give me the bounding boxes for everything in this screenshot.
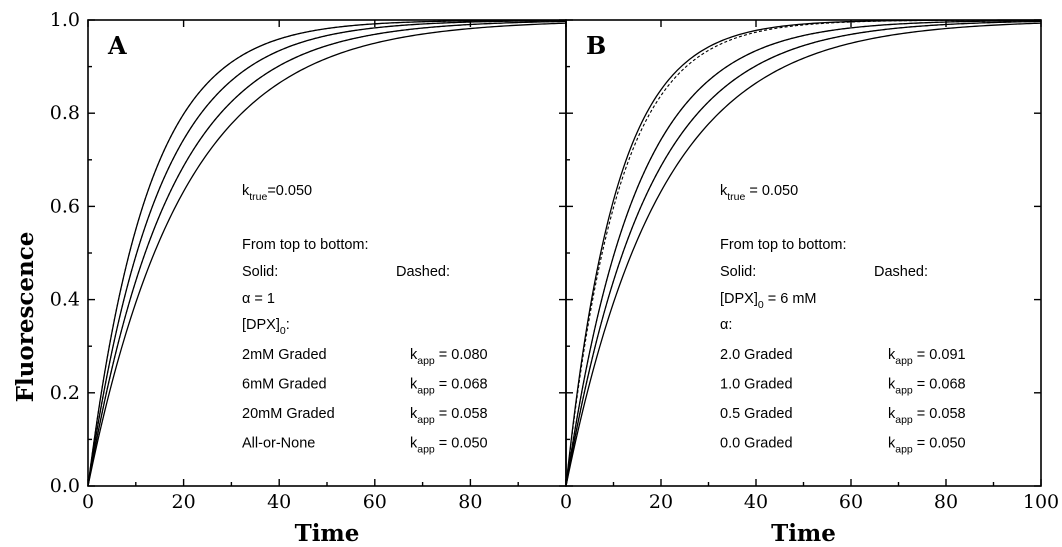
series-solid-line-6 xyxy=(87,22,567,487)
solid-label: Solid: xyxy=(720,264,756,280)
k-app-value: kapp = 0.068 xyxy=(410,377,488,397)
row-label: 20mM Graded xyxy=(242,406,335,422)
x-axis-title: Time xyxy=(771,520,836,547)
row-label: 1.0 Graded xyxy=(720,377,793,393)
x-tick-label: 0 xyxy=(82,491,94,513)
k-true-label: ktrue = 0.050 xyxy=(720,183,798,203)
panel-letter: B xyxy=(586,31,606,60)
k-app-value: kapp = 0.050 xyxy=(888,436,966,456)
solid-label: Solid: xyxy=(242,264,278,280)
series-solid-line-2 xyxy=(565,19,1042,487)
series-dashed-line-3 xyxy=(87,19,567,487)
x-tick-label: 60 xyxy=(363,491,387,513)
series-dashed-line-1 xyxy=(87,19,566,487)
annotation-heading: From top to bottom: xyxy=(242,237,369,253)
plot-frame xyxy=(565,19,1042,487)
row-label: All-or-None xyxy=(242,436,315,452)
dashed-label: Dashed: xyxy=(874,264,928,280)
y-axis-title: Fluorescence xyxy=(12,232,39,403)
parameter-line-2: α: xyxy=(720,317,732,333)
x-tick-label: 40 xyxy=(744,491,768,513)
row-label: 2.0 Graded xyxy=(720,347,793,363)
x-tick-label: 20 xyxy=(172,491,196,513)
series-dashed-line-5 xyxy=(87,20,567,487)
series-dashed-line-3 xyxy=(565,19,1042,487)
x-axis-title: Time xyxy=(295,520,360,547)
annotation-heading: From top to bottom: xyxy=(720,237,847,253)
x-tick-label: 0 xyxy=(560,491,572,513)
k-true-label: ktrue=0.050 xyxy=(242,183,312,203)
x-tick-label: 80 xyxy=(458,491,482,513)
parameter-line: [DPX]0 = 6 mM xyxy=(720,291,817,311)
y-tick-label: 0.0 xyxy=(50,475,80,497)
x-tick-label: 80 xyxy=(934,491,958,513)
row-label: 0.0 Graded xyxy=(720,436,793,452)
y-tick-label: 0.4 xyxy=(50,289,80,311)
k-app-value: kapp = 0.091 xyxy=(888,347,966,367)
k-app-value: kapp = 0.058 xyxy=(410,406,488,426)
y-tick-label: 0.6 xyxy=(50,195,80,217)
k-app-value: kapp = 0.058 xyxy=(888,406,966,426)
row-label: 2mM Graded xyxy=(242,347,327,363)
series-dashed-line-5 xyxy=(565,20,1042,487)
series-solid-line-6 xyxy=(565,22,1042,487)
y-tick-label: 0.8 xyxy=(50,102,80,124)
k-app-value: kapp = 0.050 xyxy=(410,436,488,456)
x-tick-label: 20 xyxy=(649,491,673,513)
series-solid-line-0 xyxy=(565,19,1042,487)
parameter-line-2: [DPX]0: xyxy=(242,317,290,337)
panel-a: 0 20 40 60 80 0.0 0.2 0.4 0.6 0.8 1.0 Time Aktrue=0.… xyxy=(50,9,567,547)
series-solid-line-4 xyxy=(565,20,1042,487)
k-app-value: kapp = 0.068 xyxy=(888,377,966,397)
series-dashed-line-1 xyxy=(565,19,1041,487)
row-label: 0.5 Graded xyxy=(720,406,793,422)
parameter-line: α = 1 xyxy=(242,291,275,307)
y-tick-label: 0.2 xyxy=(50,382,80,404)
x-tick-label: 60 xyxy=(839,491,863,513)
x-tick-label: 40 xyxy=(267,491,291,513)
row-label: 6mM Graded xyxy=(242,377,327,393)
panel-letter: A xyxy=(107,31,127,60)
k-app-value: kapp = 0.080 xyxy=(410,347,488,367)
y-tick-label: 1.0 xyxy=(50,9,80,31)
x-tick-label: 100 xyxy=(1023,491,1059,513)
dashed-label: Dashed: xyxy=(396,264,450,280)
